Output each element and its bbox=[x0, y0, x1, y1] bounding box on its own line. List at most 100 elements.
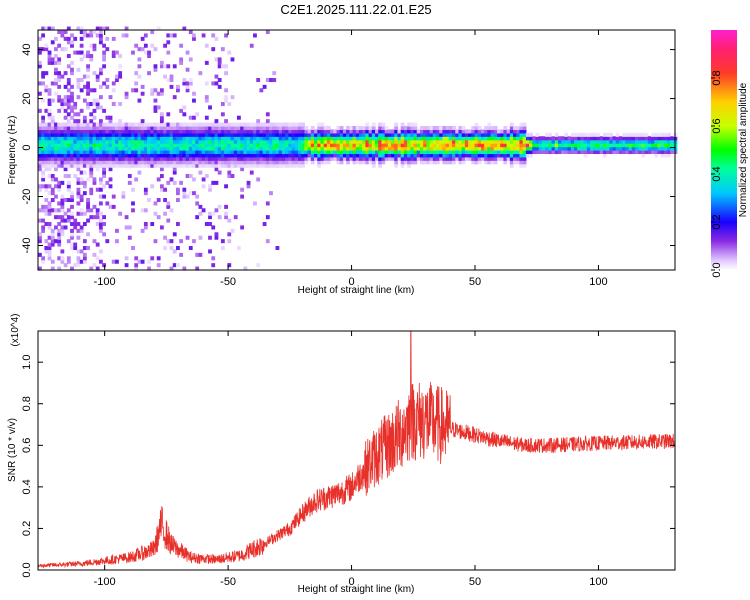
spectrogram-cell bbox=[269, 150, 273, 155]
spectrogram-cell bbox=[403, 136, 408, 141]
spectrogram-cell bbox=[66, 81, 71, 86]
spectrogram-cell bbox=[285, 156, 289, 161]
spectrogram-cell bbox=[503, 126, 508, 131]
spectrogram-cell bbox=[647, 143, 652, 148]
spectrogram-cell bbox=[47, 108, 52, 113]
spectrogram-cell bbox=[192, 126, 196, 131]
spectrogram-cell bbox=[95, 153, 100, 158]
spectrogram-cell bbox=[612, 143, 617, 148]
spectrogram-cell bbox=[198, 71, 203, 76]
spectrogram-cell bbox=[522, 129, 527, 134]
spectrogram-cell bbox=[131, 132, 135, 137]
spectrogram-cell bbox=[423, 160, 427, 165]
spectrogram-cell bbox=[102, 150, 107, 155]
spectrogram-cell bbox=[118, 126, 123, 131]
spectrogram-cell bbox=[477, 143, 482, 148]
spectrogram-cell bbox=[641, 139, 646, 144]
spectrogram-cell bbox=[124, 33, 129, 38]
spectrogram-cell bbox=[121, 139, 126, 144]
spectrogram-cell bbox=[150, 222, 155, 227]
spectrogram-cell bbox=[365, 143, 370, 148]
spectrogram-cell bbox=[38, 184, 42, 189]
spectrogram-cell bbox=[41, 204, 46, 209]
spectrogram-cell bbox=[166, 129, 171, 134]
spectrogram-cell bbox=[253, 160, 257, 165]
spectrogram-cell bbox=[159, 187, 164, 192]
spectrogram-cell bbox=[410, 150, 415, 155]
spectrogram-cell bbox=[445, 150, 450, 155]
spectrogram-cell bbox=[176, 191, 180, 196]
spectrogram-cell bbox=[82, 132, 87, 137]
spectrogram-cell bbox=[480, 146, 485, 151]
spectrogram-cell bbox=[480, 139, 485, 144]
spectrogram-cell bbox=[602, 132, 607, 137]
spectrogram-cell bbox=[362, 146, 366, 151]
spectrogram-cell bbox=[44, 198, 49, 203]
spectrogram-cell bbox=[330, 146, 334, 151]
spectrogram-cell bbox=[66, 136, 71, 141]
spectrogram-cell bbox=[60, 146, 65, 151]
spectrogram-cell bbox=[265, 239, 270, 244]
spectrogram-cell bbox=[38, 252, 42, 257]
spectrogram-cell bbox=[297, 122, 302, 127]
spectrogram-cell bbox=[323, 150, 328, 155]
spectrogram-cell bbox=[73, 263, 78, 268]
spectrogram-cell bbox=[378, 126, 383, 131]
spectrogram-cell bbox=[445, 139, 450, 144]
spectrogram-cell bbox=[407, 150, 411, 155]
spectrogram-cell bbox=[371, 160, 376, 165]
spectrogram-cell bbox=[60, 143, 65, 148]
x-tick-label: -100 bbox=[94, 276, 116, 288]
spectrogram-cell bbox=[118, 136, 123, 141]
spectrogram-cell bbox=[349, 150, 354, 155]
spectrogram-cell bbox=[484, 150, 488, 155]
spectrogram-cell bbox=[240, 153, 245, 158]
spectrogram-cell bbox=[124, 126, 129, 131]
spectrogram-cell bbox=[150, 136, 155, 141]
spectrogram-cell bbox=[57, 30, 62, 35]
spectrogram-cell bbox=[403, 160, 408, 165]
spectrogram-cell bbox=[47, 242, 52, 247]
spectrogram-cell bbox=[44, 160, 49, 165]
spectrogram-cell bbox=[278, 122, 283, 127]
spectrogram-cell bbox=[278, 163, 283, 168]
spectrogram-cell bbox=[618, 136, 623, 141]
spectrogram-cell bbox=[38, 266, 42, 271]
spectrogram-cell bbox=[224, 139, 228, 144]
spectrogram-cell bbox=[368, 139, 373, 144]
spectrogram-cell bbox=[638, 150, 643, 155]
spectrogram-cell bbox=[249, 163, 254, 168]
spectrogram-cell bbox=[208, 160, 212, 165]
spectrogram-cell bbox=[493, 156, 498, 161]
spectrogram-cell bbox=[98, 71, 103, 76]
spectrogram-cell bbox=[644, 150, 649, 155]
spectrogram-cell bbox=[349, 129, 354, 134]
colorbar: 0.00.20.40.60.8 Normalized spectral ampl… bbox=[711, 30, 749, 278]
spectrogram-cell bbox=[522, 132, 527, 137]
spectrogram-cell bbox=[98, 146, 103, 151]
spectrogram-cell bbox=[47, 115, 52, 120]
spectrogram-cell bbox=[44, 211, 49, 216]
spectrogram-cell bbox=[95, 78, 100, 83]
spectrogram-cell bbox=[262, 156, 267, 161]
spectrogram-cell bbox=[358, 132, 363, 137]
spectrogram-cell bbox=[70, 33, 74, 38]
spectrogram-cell bbox=[98, 67, 103, 72]
spectrogram-cell bbox=[320, 136, 325, 141]
spectrogram-cell bbox=[477, 126, 482, 131]
spectrogram-cell bbox=[253, 136, 257, 141]
spectrogram-cell bbox=[484, 139, 488, 144]
spectrogram-cell bbox=[394, 156, 399, 161]
spectrogram-cell bbox=[176, 198, 180, 203]
spectrogram-cell bbox=[57, 232, 62, 237]
spectrogram-cell bbox=[224, 33, 228, 38]
spectrogram-cell bbox=[246, 163, 251, 168]
spectrogram-cell bbox=[355, 136, 360, 141]
spectrogram-cell bbox=[134, 160, 139, 165]
spectrogram-cell bbox=[413, 122, 418, 127]
spectrogram-cell bbox=[230, 143, 235, 148]
spectrogram-cell bbox=[60, 180, 65, 185]
spectrogram-cell bbox=[253, 129, 257, 134]
spectrogram-cell bbox=[169, 33, 174, 38]
spectrogram-cell bbox=[227, 122, 232, 127]
